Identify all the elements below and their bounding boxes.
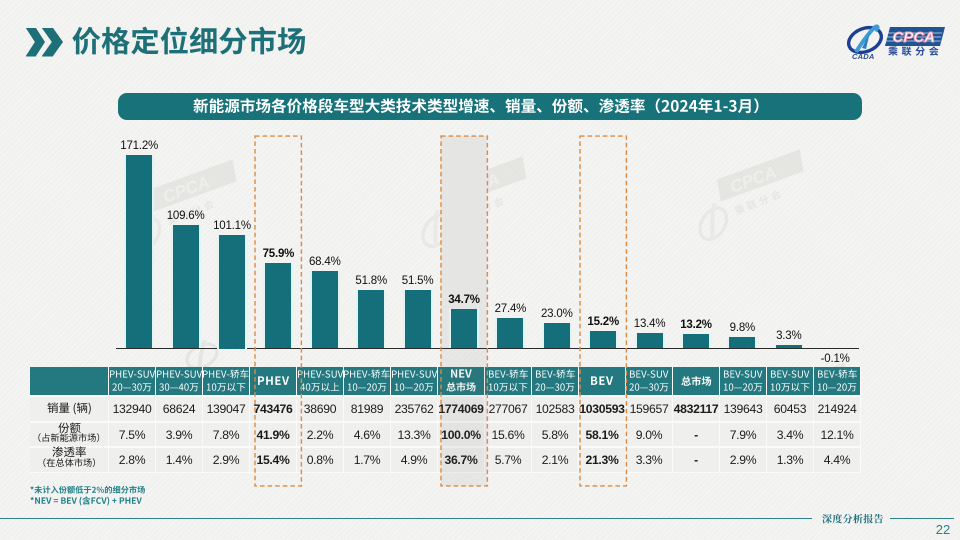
svg-text:CADA: CADA <box>852 52 874 61</box>
svg-text:CPCA: CPCA <box>893 29 936 46</box>
